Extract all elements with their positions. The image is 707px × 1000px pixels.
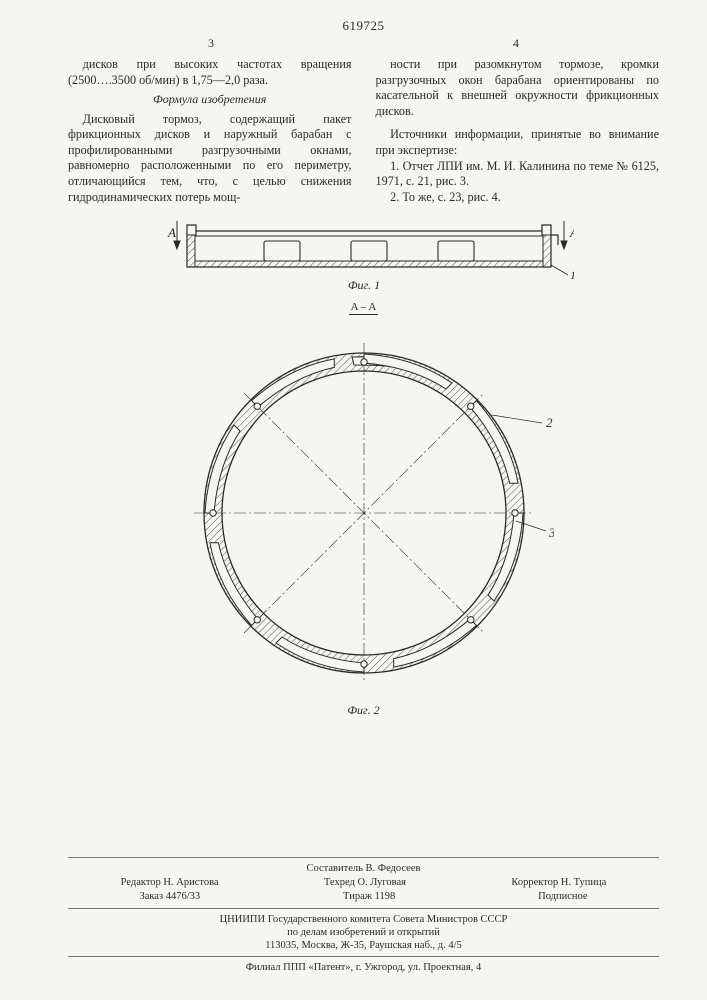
page: 619725 3 4 дисков при высоких частотах в… bbox=[0, 0, 707, 1000]
label-a-left: A bbox=[167, 225, 176, 240]
column-left: дисков при высоких частотах вращения (25… bbox=[68, 57, 352, 205]
order: Заказ 4476/33 bbox=[139, 890, 200, 903]
signed: Подписное bbox=[538, 890, 587, 903]
source-2: 2. То же, с. 23, рис. 4. bbox=[376, 190, 660, 206]
credit-row-2: Заказ 4476/33 Тираж 1198 Подписное bbox=[68, 890, 659, 903]
callout-2: 2 bbox=[546, 415, 553, 430]
text-columns: дисков при высоких частотах вращения (25… bbox=[68, 57, 659, 205]
doc-number: 619725 bbox=[68, 18, 659, 34]
org1: ЦНИИПИ Государственного комитета Совета … bbox=[68, 913, 659, 926]
formula-title: Формула изобретения bbox=[68, 92, 352, 107]
source-1: 1. Отчет ЛПИ им. М. И. Калинина по теме … bbox=[376, 159, 660, 190]
footer: Составитель В. Федосеев Редактор Н. Арис… bbox=[68, 853, 659, 974]
figure-1: A A 1 Фиг. 1 bbox=[154, 217, 574, 295]
sources-title: Источники информации, принятые во вниман… bbox=[376, 127, 660, 158]
callout-3: 3 bbox=[548, 525, 554, 540]
page-numbers: 3 4 bbox=[68, 36, 659, 51]
claim-text: Дисковый тормоз, содержащий пакет фрикци… bbox=[68, 112, 352, 206]
column-right: ности при разомкнутом тормозе, кромки ра… bbox=[376, 57, 660, 205]
page-num-left: 3 bbox=[208, 36, 214, 51]
callout-1: 1 bbox=[570, 268, 574, 282]
fig1-caption: Фиг. 1 bbox=[347, 278, 379, 292]
section-label: A – A bbox=[349, 301, 379, 315]
label-a-right: A bbox=[569, 225, 574, 240]
tirazh: Тираж 1198 bbox=[343, 890, 395, 903]
compiler: Составитель В. Федосеев bbox=[68, 862, 659, 875]
filial: Филиал ППП «Патент», г. Ужгород, ул. Про… bbox=[68, 961, 659, 974]
figure-2: 2 3 Фиг. 2 bbox=[174, 323, 554, 718]
tech: Техред О. Луговая bbox=[324, 876, 406, 889]
editor: Редактор Н. Аристова bbox=[121, 876, 219, 889]
credit-row-1: Редактор Н. Аристова Техред О. Луговая К… bbox=[68, 876, 659, 889]
addr: 113035, Москва, Ж-35, Раушская наб., д. … bbox=[68, 939, 659, 952]
intro-text: дисков при высоких частотах вращения (25… bbox=[68, 57, 352, 88]
corrector: Корректор Н. Тупица bbox=[511, 876, 606, 889]
claim-cont: ности при разомкнутом тормозе, кромки ра… bbox=[376, 57, 660, 119]
page-num-right: 4 bbox=[513, 36, 519, 51]
fig2-caption: Фиг. 2 bbox=[174, 703, 554, 718]
figures-block: A A 1 Фиг. 1 A – A bbox=[68, 217, 659, 718]
org2: по делам изобретений и открытий bbox=[68, 926, 659, 939]
